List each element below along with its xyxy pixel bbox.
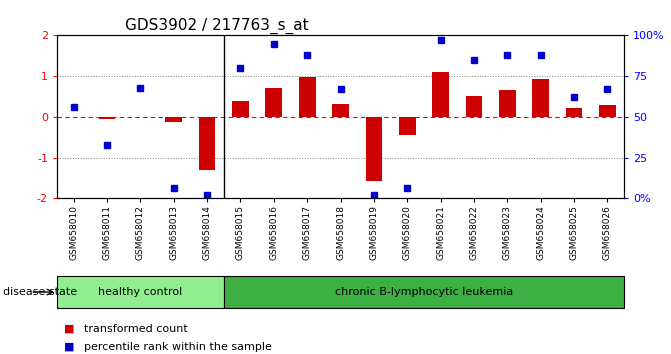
Bar: [599, 105, 616, 117]
Bar: [532, 79, 549, 117]
Bar: [399, 117, 415, 135]
Text: GDS3902 / 217763_s_at: GDS3902 / 217763_s_at: [125, 18, 309, 34]
Bar: [99, 117, 115, 119]
Bar: [299, 77, 315, 117]
Bar: [566, 108, 582, 117]
Text: ■: ■: [64, 324, 74, 334]
Bar: [266, 87, 282, 117]
Bar: [232, 101, 249, 117]
Text: chronic B-lymphocytic leukemia: chronic B-lymphocytic leukemia: [335, 287, 513, 297]
Text: disease state: disease state: [3, 287, 77, 297]
Bar: [224, 276, 624, 308]
Text: healthy control: healthy control: [98, 287, 183, 297]
Bar: [199, 117, 215, 170]
Text: transformed count: transformed count: [84, 324, 188, 334]
Bar: [466, 96, 482, 117]
Bar: [57, 276, 224, 308]
Bar: [432, 72, 449, 117]
Bar: [332, 104, 349, 117]
Bar: [499, 90, 515, 117]
Bar: [166, 117, 182, 122]
Text: ■: ■: [64, 342, 74, 352]
Bar: [366, 117, 382, 181]
Text: percentile rank within the sample: percentile rank within the sample: [84, 342, 272, 352]
